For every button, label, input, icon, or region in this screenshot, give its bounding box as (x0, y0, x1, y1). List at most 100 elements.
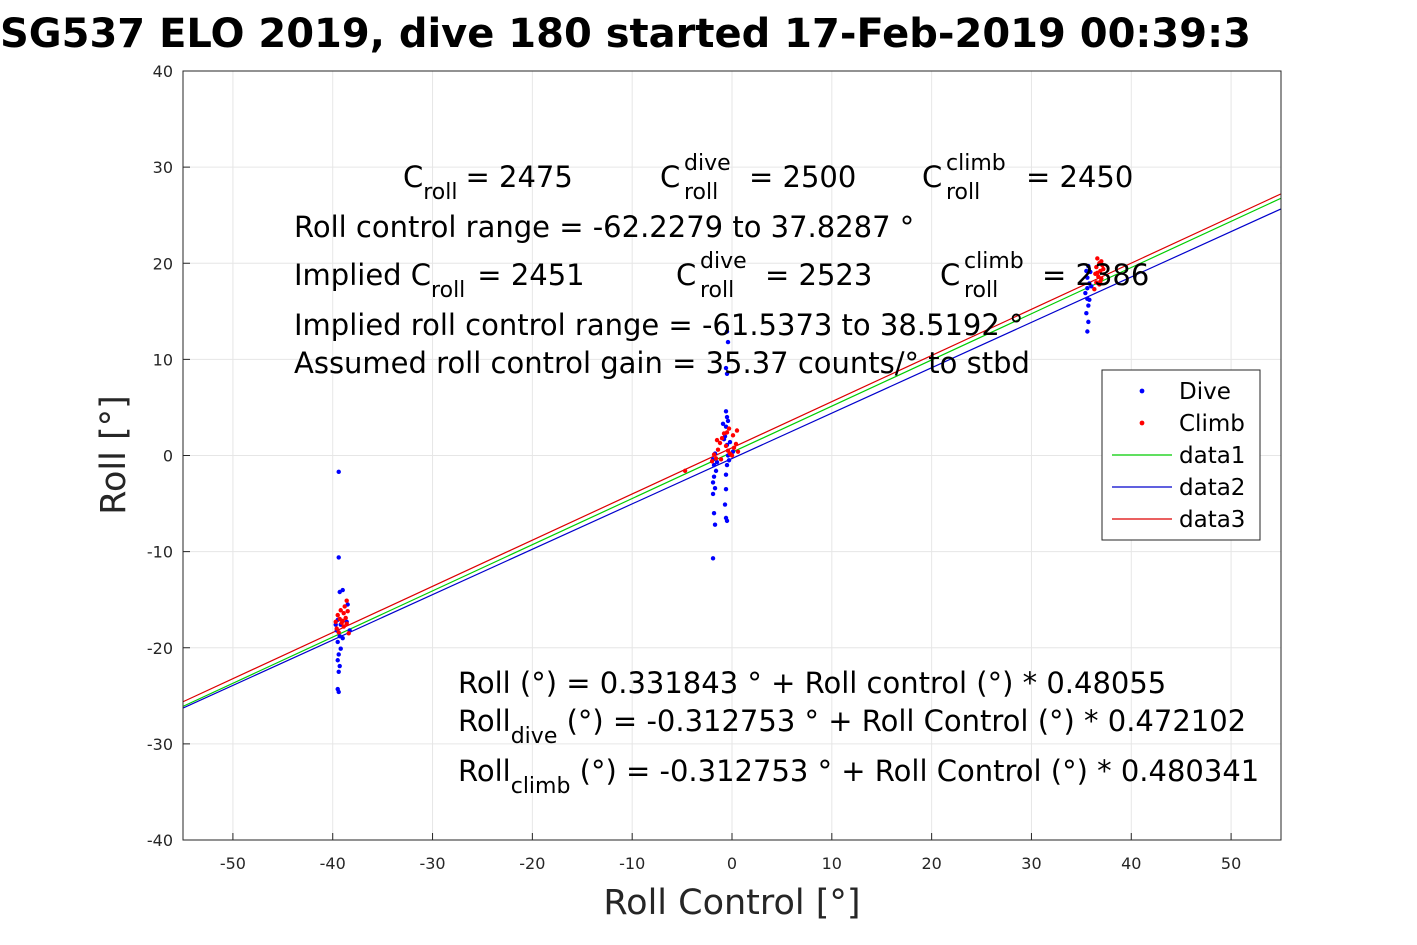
climb-point (719, 435, 725, 441)
climb-point (715, 447, 721, 452)
climb-point (711, 452, 717, 457)
annotations: Croll = 2475 C dive roll = 2500 C climb r… (294, 151, 1259, 799)
fit-equation-1: Roll (°) = 0.331843 ° + Roll control (°)… (458, 666, 1166, 700)
dive-point (335, 639, 340, 645)
climb-point (724, 430, 730, 435)
climb-point (682, 468, 688, 474)
dive-point (340, 635, 345, 641)
dive-point (725, 418, 731, 424)
climb-point (1099, 259, 1104, 264)
climb-point (713, 456, 719, 461)
dive-point (711, 474, 717, 479)
implied-c-roll: Implied Croll = 2451 (294, 258, 585, 303)
x-axis-label: Roll Control [°] (603, 883, 860, 923)
climb-point (730, 433, 736, 438)
climb-point (1095, 270, 1100, 276)
climb-point (346, 631, 351, 636)
dive-point (725, 339, 731, 345)
y-tick-label: 30 (153, 158, 173, 177)
c-roll-annotation: Croll = 2475 (403, 160, 573, 205)
dive-point (1084, 268, 1089, 274)
climb-point (723, 443, 729, 449)
c-dive-sub: roll (684, 180, 718, 205)
y-tick-label: 20 (153, 254, 173, 273)
climb-point (1101, 266, 1106, 272)
dive-point (338, 646, 343, 651)
legend-label-data3: data3 (1179, 507, 1245, 533)
climb-point (729, 453, 735, 458)
x-tick-label: 20 (921, 854, 941, 873)
y-tick-labels: -40 -30 -20 -10 0 10 20 30 40 (147, 62, 190, 850)
climb-point (731, 445, 737, 451)
dive-point (727, 439, 733, 445)
climb-point (718, 457, 724, 462)
implied-climb-value: = 2386 (1042, 258, 1149, 292)
dive-point (1085, 286, 1090, 291)
climb-point (336, 630, 341, 635)
climb-point (333, 619, 338, 624)
legend-marker-dive (1139, 388, 1145, 394)
c-dive-value: = 2500 (749, 160, 856, 194)
c-dive-sup: dive (684, 151, 731, 176)
c-climb-value: = 2450 (1026, 160, 1133, 194)
climb-point (717, 440, 723, 446)
c-climb-sub: roll (946, 180, 980, 205)
y-tick-label: -40 (147, 831, 173, 850)
climb-point (345, 609, 350, 614)
x-tick-label: -30 (419, 854, 445, 873)
dive-point (1086, 319, 1091, 325)
dive-point (335, 658, 340, 663)
dive-point (712, 485, 718, 491)
dive-point (337, 663, 342, 669)
dive-point (1085, 329, 1090, 334)
climb-point (726, 426, 732, 431)
dive-point (1085, 275, 1090, 280)
dive-point (1088, 269, 1093, 275)
fit-equation-2: Rolldive (°) = -0.312753 ° + Roll Contro… (458, 704, 1246, 749)
dive-point (711, 510, 717, 516)
roll-control-range: Roll control range = -62.2279 to 37.8287… (294, 210, 914, 244)
dive-point (714, 460, 720, 465)
climb-point (1092, 287, 1097, 292)
x-tick-label: -50 (220, 854, 246, 873)
dive-point (726, 458, 732, 463)
x-tick-label: 30 (1021, 854, 1041, 873)
dive-point (1087, 297, 1092, 302)
x-tick-label: 10 (822, 854, 842, 873)
y-tick-label: 10 (153, 350, 173, 369)
climb-point (338, 608, 343, 613)
climb-point (334, 626, 339, 631)
dive-point (710, 556, 716, 561)
dive-point (724, 518, 730, 524)
legend-items: Dive Climb data1 data2 data3 (1112, 379, 1245, 533)
x-tick-label: 0 (727, 854, 737, 873)
dive-point (340, 587, 345, 593)
dive-point (723, 486, 729, 492)
implied-dive-label: C (676, 258, 696, 292)
climb-point (1095, 256, 1100, 261)
y-axis-label: Roll [°] (94, 395, 134, 515)
dive-point (724, 371, 730, 376)
climb-point (342, 604, 347, 609)
climb-point (735, 449, 741, 454)
implied-climb-label: C (940, 258, 960, 292)
dive-point (711, 462, 717, 468)
plot-area: -50 -40 -30 -20 -10 0 10 20 30 40 50 -40 -30 -20 -10 0… (147, 62, 1282, 873)
dive-point (712, 522, 718, 527)
y-tick-label: 40 (153, 62, 173, 81)
x-tick-label: 40 (1121, 854, 1141, 873)
implied-dive-sup: dive (700, 249, 747, 274)
dive-point (336, 469, 341, 475)
implied-dive-value: = 2523 (765, 258, 872, 292)
climb-point (344, 621, 349, 626)
legend: Dive Climb data1 data2 data3 (1101, 369, 1261, 541)
dive-point (336, 555, 341, 560)
chart-title: SG537 ELO 2019, dive 180 started 17-Feb-… (0, 11, 1251, 57)
dive-point (722, 502, 728, 507)
implied-dive-sub: roll (700, 278, 734, 303)
implied-climb-sub: roll (964, 278, 998, 303)
climb-point (1094, 264, 1099, 270)
dive-point (720, 421, 726, 426)
data-markers (333, 256, 1106, 695)
